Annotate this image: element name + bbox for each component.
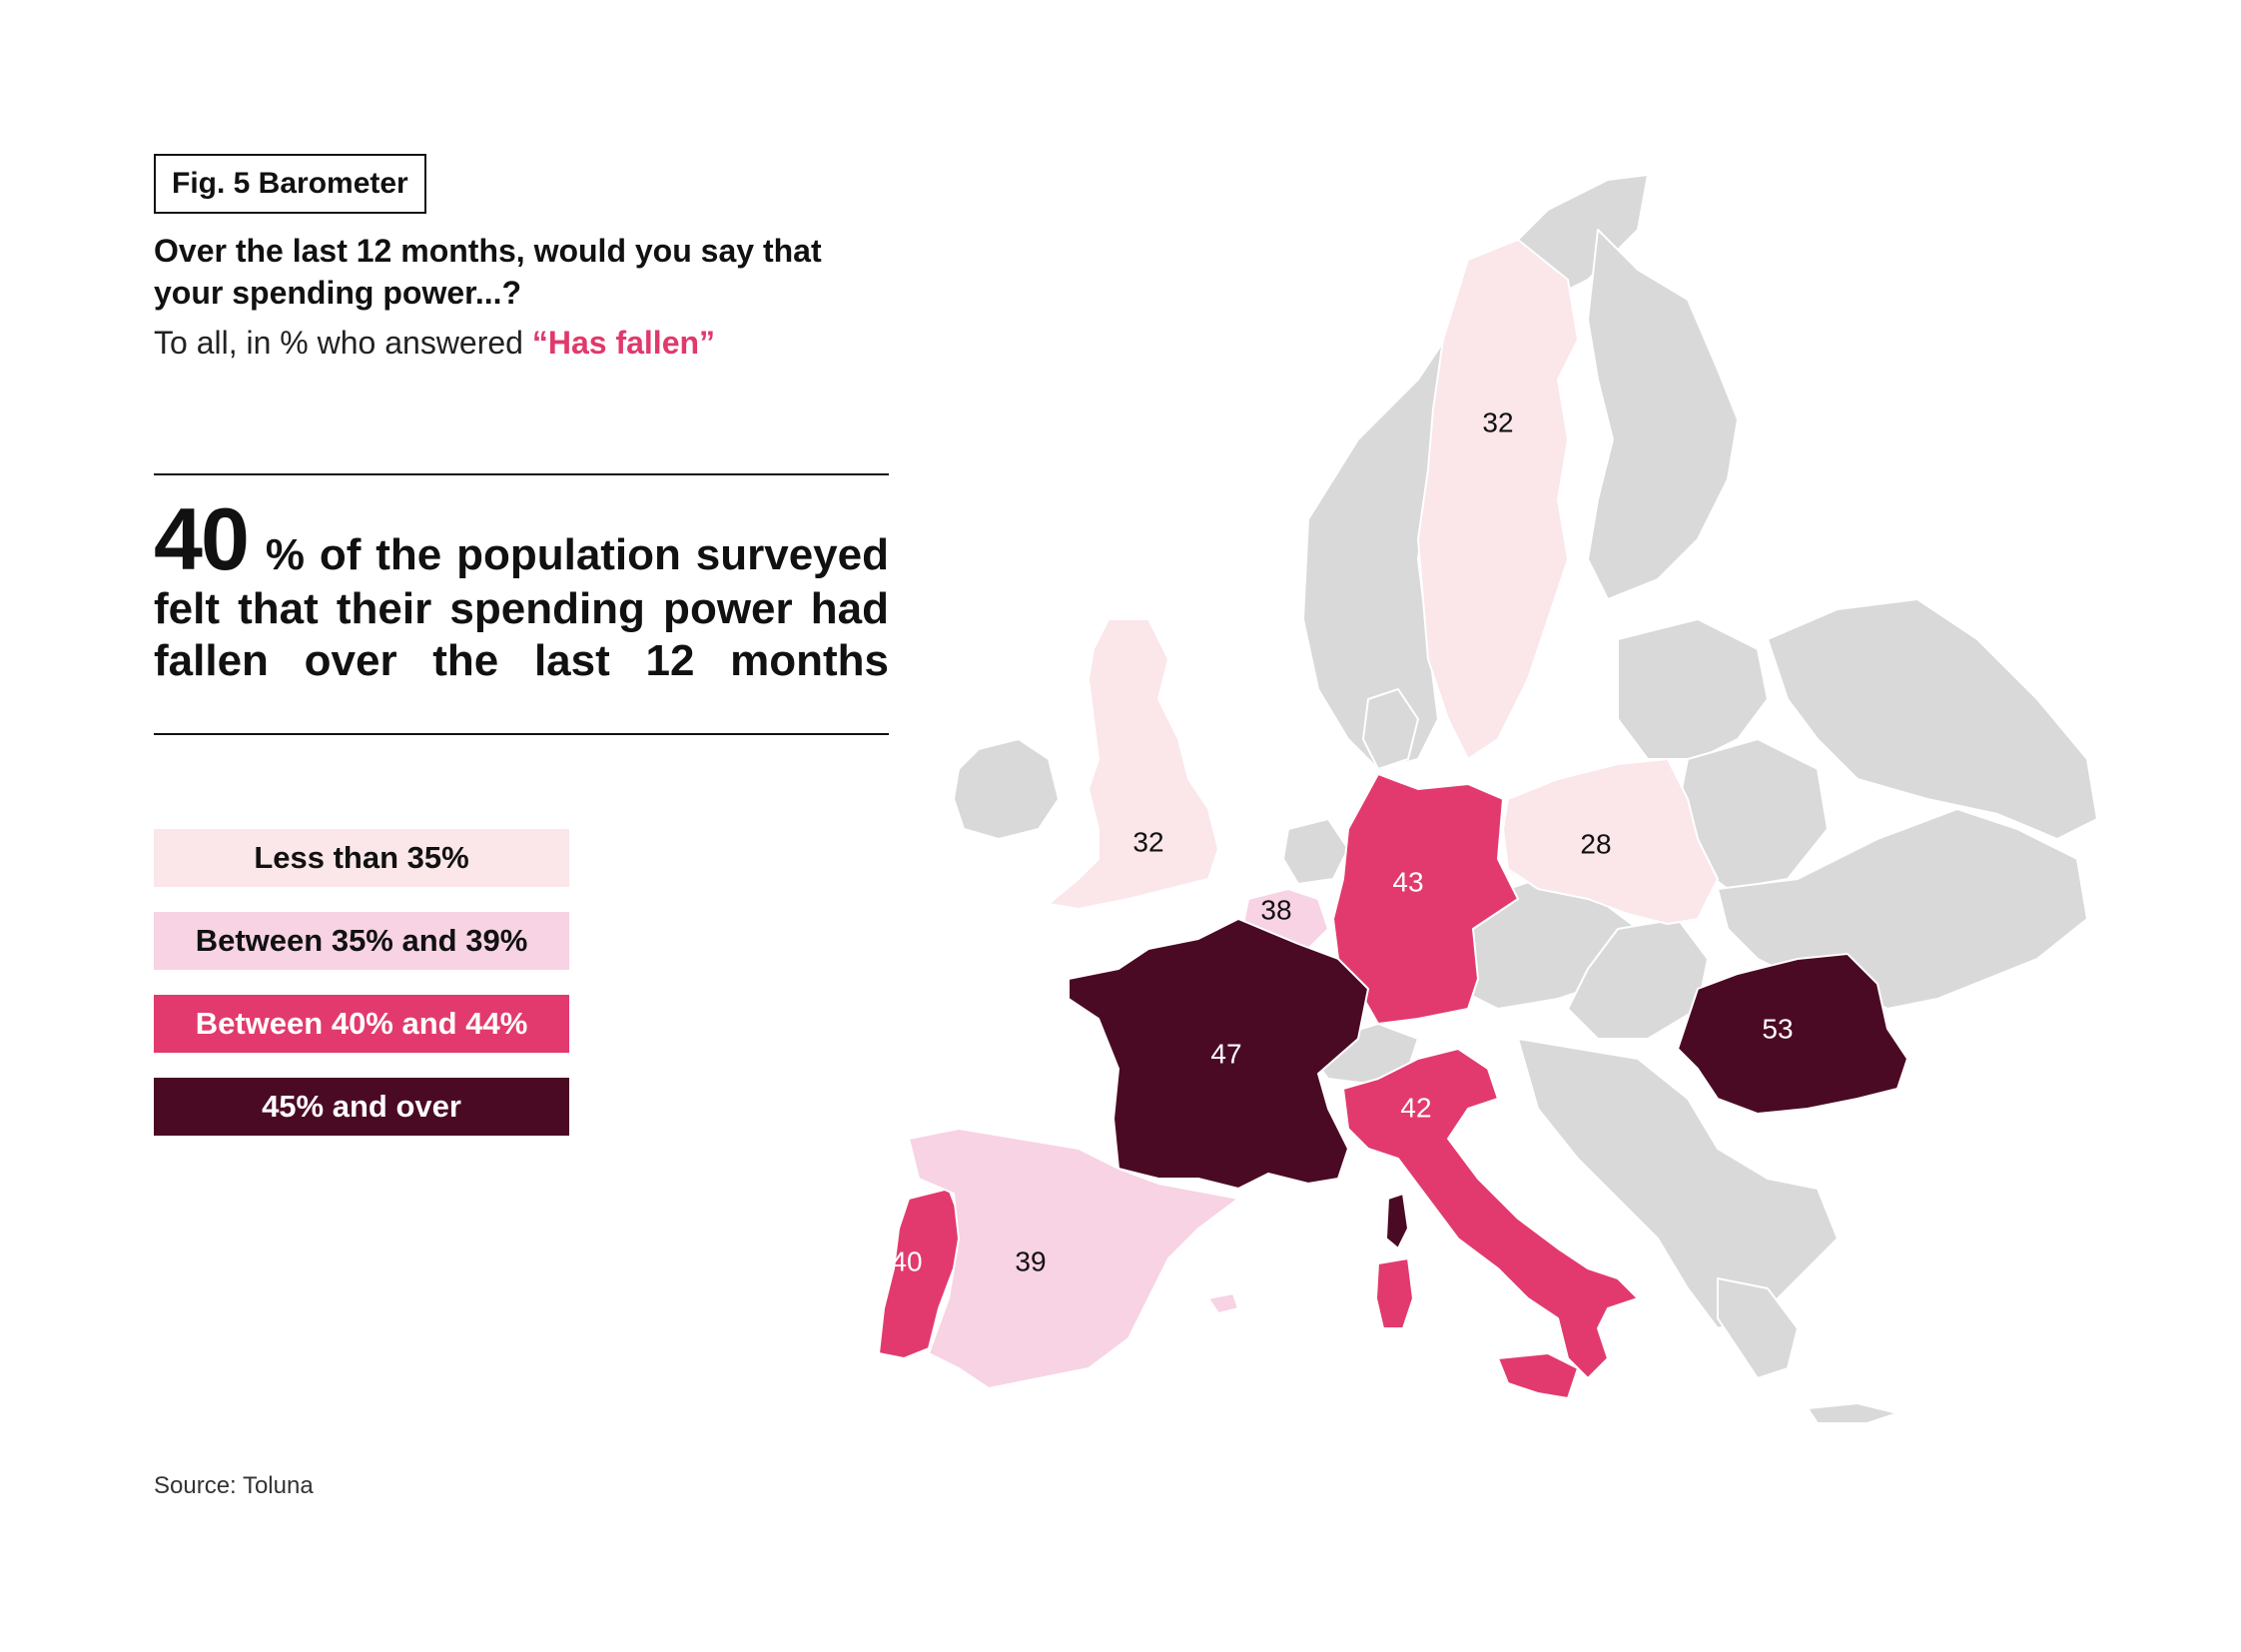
headline-stat: 40% of the population surveyed felt that… bbox=[154, 495, 889, 687]
country-sicily bbox=[1497, 1352, 1579, 1399]
subtitle: To all, in % who answered “Has fallen” bbox=[154, 322, 715, 364]
country-greece bbox=[1717, 1277, 1799, 1379]
legend-item-35-to-39: Between 35% and 39% bbox=[154, 912, 569, 970]
country-poland bbox=[1502, 758, 1719, 925]
value-label-poland: 28 bbox=[1580, 828, 1611, 859]
headline-text: % of the population surveyed felt that t… bbox=[154, 530, 889, 685]
country-balkans bbox=[1517, 1038, 1839, 1329]
country-finland bbox=[1587, 229, 1739, 600]
value-label-united-kingdom: 32 bbox=[1132, 826, 1163, 857]
country-france bbox=[1068, 918, 1369, 1190]
divider-top bbox=[154, 473, 889, 475]
country-ireland bbox=[953, 738, 1060, 840]
value-label-france: 47 bbox=[1210, 1038, 1241, 1069]
value-label-belgium: 38 bbox=[1260, 894, 1291, 925]
value-label-sweden: 32 bbox=[1482, 407, 1513, 437]
country-germany bbox=[1332, 773, 1519, 1025]
source-note: Source: Toluna bbox=[154, 1472, 314, 1499]
headline-value: 40 bbox=[154, 489, 250, 588]
country-sardinia bbox=[1375, 1257, 1414, 1329]
country-italy bbox=[1342, 1048, 1639, 1379]
country-united-kingdom bbox=[1048, 618, 1219, 910]
value-label-portugal: 40 bbox=[891, 1245, 922, 1276]
survey-question: Over the last 12 months, would you say t… bbox=[154, 233, 822, 311]
legend-item-45-and-over: 45% and over bbox=[154, 1078, 569, 1136]
country-spain bbox=[908, 1128, 1239, 1389]
country-netherlands bbox=[1282, 818, 1349, 885]
legend-item-40-to-44: Between 40% and 44% bbox=[154, 995, 569, 1053]
country-corsica bbox=[1385, 1193, 1409, 1249]
value-label-spain: 39 bbox=[1015, 1245, 1046, 1276]
map-value-labels: 32 32 28 43 38 47 53 42 40 39 bbox=[891, 407, 1793, 1276]
country-hungary-slovakia bbox=[1567, 918, 1709, 1040]
subtitle-prefix: To all, in % who answered bbox=[154, 325, 532, 361]
value-label-germany: 43 bbox=[1392, 866, 1423, 897]
divider-bottom bbox=[154, 733, 889, 735]
country-sweden bbox=[1417, 239, 1579, 760]
country-crete bbox=[1807, 1402, 1898, 1424]
map-data-countries bbox=[878, 239, 1908, 1399]
country-romania bbox=[1677, 953, 1908, 1115]
figure-label: Fig. 5 Barometer bbox=[154, 154, 426, 214]
country-denmark bbox=[1362, 688, 1419, 770]
country-balearic bbox=[1207, 1292, 1239, 1314]
country-baltics bbox=[1617, 618, 1769, 760]
subtitle-highlight: “Has fallen” bbox=[531, 325, 716, 361]
value-label-romania: 53 bbox=[1762, 1013, 1793, 1044]
value-label-italy: 42 bbox=[1400, 1092, 1431, 1123]
legend-item-less-than-35: Less than 35% bbox=[154, 829, 569, 887]
country-russia-west bbox=[1767, 598, 2098, 840]
legend: Less than 35% Between 35% and 39% Betwee… bbox=[154, 829, 569, 1161]
